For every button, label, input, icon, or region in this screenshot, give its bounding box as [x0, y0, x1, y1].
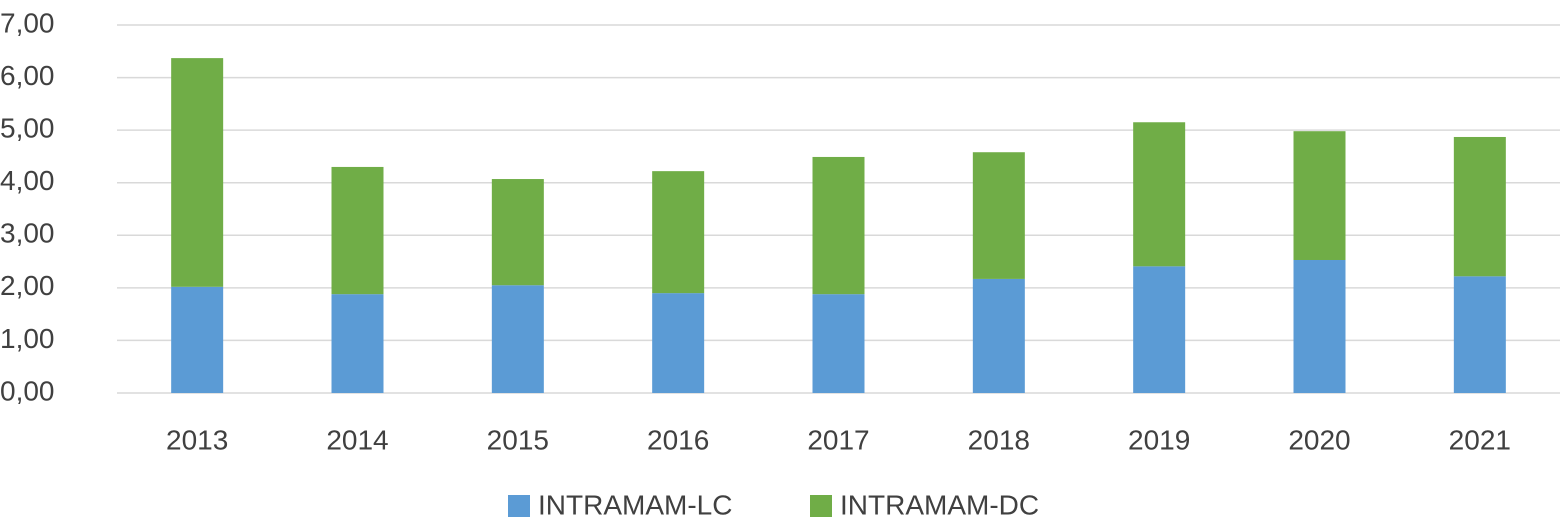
x-tick-label: 2014	[326, 424, 388, 455]
y-tick-label: 4,00	[0, 165, 55, 196]
bar-segment	[331, 166, 384, 295]
legend-swatch	[508, 495, 530, 517]
bar-segment	[171, 286, 224, 393]
bar-segment	[1133, 266, 1186, 393]
bar-segment	[1453, 276, 1506, 393]
bar-segment	[1293, 259, 1346, 393]
x-tick-label: 2017	[807, 424, 869, 455]
y-tick-label: 5,00	[0, 113, 55, 144]
bar-segment	[1133, 122, 1186, 267]
bar-segment	[171, 58, 224, 287]
bar-segment	[491, 179, 544, 286]
bar-segment	[812, 156, 865, 295]
y-tick-label: 7,00	[0, 7, 55, 38]
y-tick-label: 0,00	[0, 375, 55, 406]
x-tick-label: 2020	[1288, 424, 1350, 455]
bar-segment	[652, 293, 705, 393]
y-tick-label: 2,00	[0, 270, 55, 301]
bar-segment	[1453, 136, 1506, 277]
bar-segment	[812, 294, 865, 393]
bar-segment	[491, 285, 544, 393]
bar-segment	[972, 278, 1025, 393]
bar-segment	[972, 152, 1025, 279]
x-tick-label: 2013	[166, 424, 228, 455]
x-tick-label: 2021	[1449, 424, 1511, 455]
y-tick-label: 1,00	[0, 323, 55, 354]
y-tick-label: 6,00	[0, 60, 55, 91]
x-tick-label: 2019	[1128, 424, 1190, 455]
bar-segment	[1293, 131, 1346, 260]
legend-swatch	[810, 495, 832, 517]
x-tick-label: 2015	[487, 424, 549, 455]
legend-label: INTRAMAM-DC	[840, 489, 1039, 520]
x-tick-label: 2016	[647, 424, 709, 455]
legend-label: INTRAMAM-LC	[538, 489, 732, 520]
y-tick-label: 3,00	[0, 218, 55, 249]
x-tick-label: 2018	[968, 424, 1030, 455]
bar-segment	[652, 171, 705, 294]
bar-segment	[331, 294, 384, 393]
